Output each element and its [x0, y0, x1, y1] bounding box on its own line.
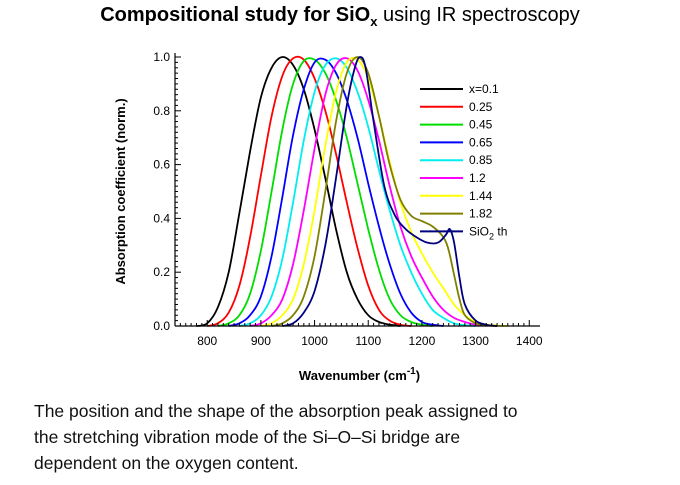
y-tick-label: 0.0 — [153, 319, 170, 333]
legend-label-3: 0.65 — [469, 135, 493, 149]
series-line-4 — [239, 57, 476, 327]
legend-label-6: 1.44 — [469, 189, 493, 203]
y-axis-label: Absorption coefficient (norm.) — [113, 98, 128, 284]
title-subscript: x — [370, 14, 378, 29]
x-tick-label: 800 — [197, 334, 217, 348]
chart-legend: x=0.1 0.25 0.45 0.65 0.85 1.2 1.44 1.82 SiO2 th — [420, 82, 507, 241]
x-axis-label: Wavenumber (cm-1) — [299, 366, 420, 383]
x-tick-label: 900 — [251, 334, 271, 348]
y-tick-label: 0.6 — [153, 158, 170, 172]
legend-label-8: SiO2 th — [469, 224, 507, 241]
caption-line-1: The position and the shape of the absorp… — [34, 401, 518, 421]
title-rest: using IR spectroscopy — [377, 4, 580, 26]
page-title: Compositional study for SiOx using IR sp… — [0, 4, 680, 29]
x-tick-label: 1200 — [409, 334, 436, 348]
caption: The position and the shape of the absorp… — [34, 398, 654, 476]
caption-line-2: the stretching vibration mode of the Si–… — [34, 427, 461, 447]
x-tick-label: 1300 — [462, 334, 489, 348]
series-line-0 — [196, 56, 401, 327]
x-tick-label: 1100 — [355, 334, 381, 348]
series-line-7 — [271, 56, 498, 327]
legend-label-5: 1.2 — [469, 171, 486, 185]
y-tick-label: 1.0 — [153, 50, 170, 64]
y-tick-label: 0.8 — [153, 104, 170, 118]
series-curves — [196, 55, 508, 327]
legend-label-4: 0.85 — [469, 153, 493, 167]
caption-line-3: dependent on the oxygen content. — [34, 453, 299, 473]
legend-label-1: 0.25 — [469, 100, 493, 114]
series-line-1 — [207, 55, 412, 327]
legend-label-0: x=0.1 — [469, 82, 499, 96]
absorption-chart: 800 900 1000 1100 1200 1300 1400 0.0 0.2 0.4 0.6 0.… — [113, 50, 543, 383]
series-line-8 — [282, 56, 498, 327]
x-tick-label: 1000 — [301, 334, 328, 348]
series-line-3 — [228, 57, 444, 327]
y-tick-label: 0.2 — [153, 265, 170, 279]
title-main: Compositional study for SiO — [100, 4, 371, 26]
legend-label-7: 1.82 — [469, 207, 493, 221]
y-tick-label: 0.4 — [153, 211, 170, 225]
series-line-2 — [217, 57, 433, 327]
x-tick-label: 1400 — [516, 334, 543, 348]
legend-label-2: 0.45 — [469, 118, 493, 132]
axis-ticks: 800 900 1000 1100 1200 1300 1400 0.0 0.2 0.4 0.6 0.… — [153, 50, 543, 348]
